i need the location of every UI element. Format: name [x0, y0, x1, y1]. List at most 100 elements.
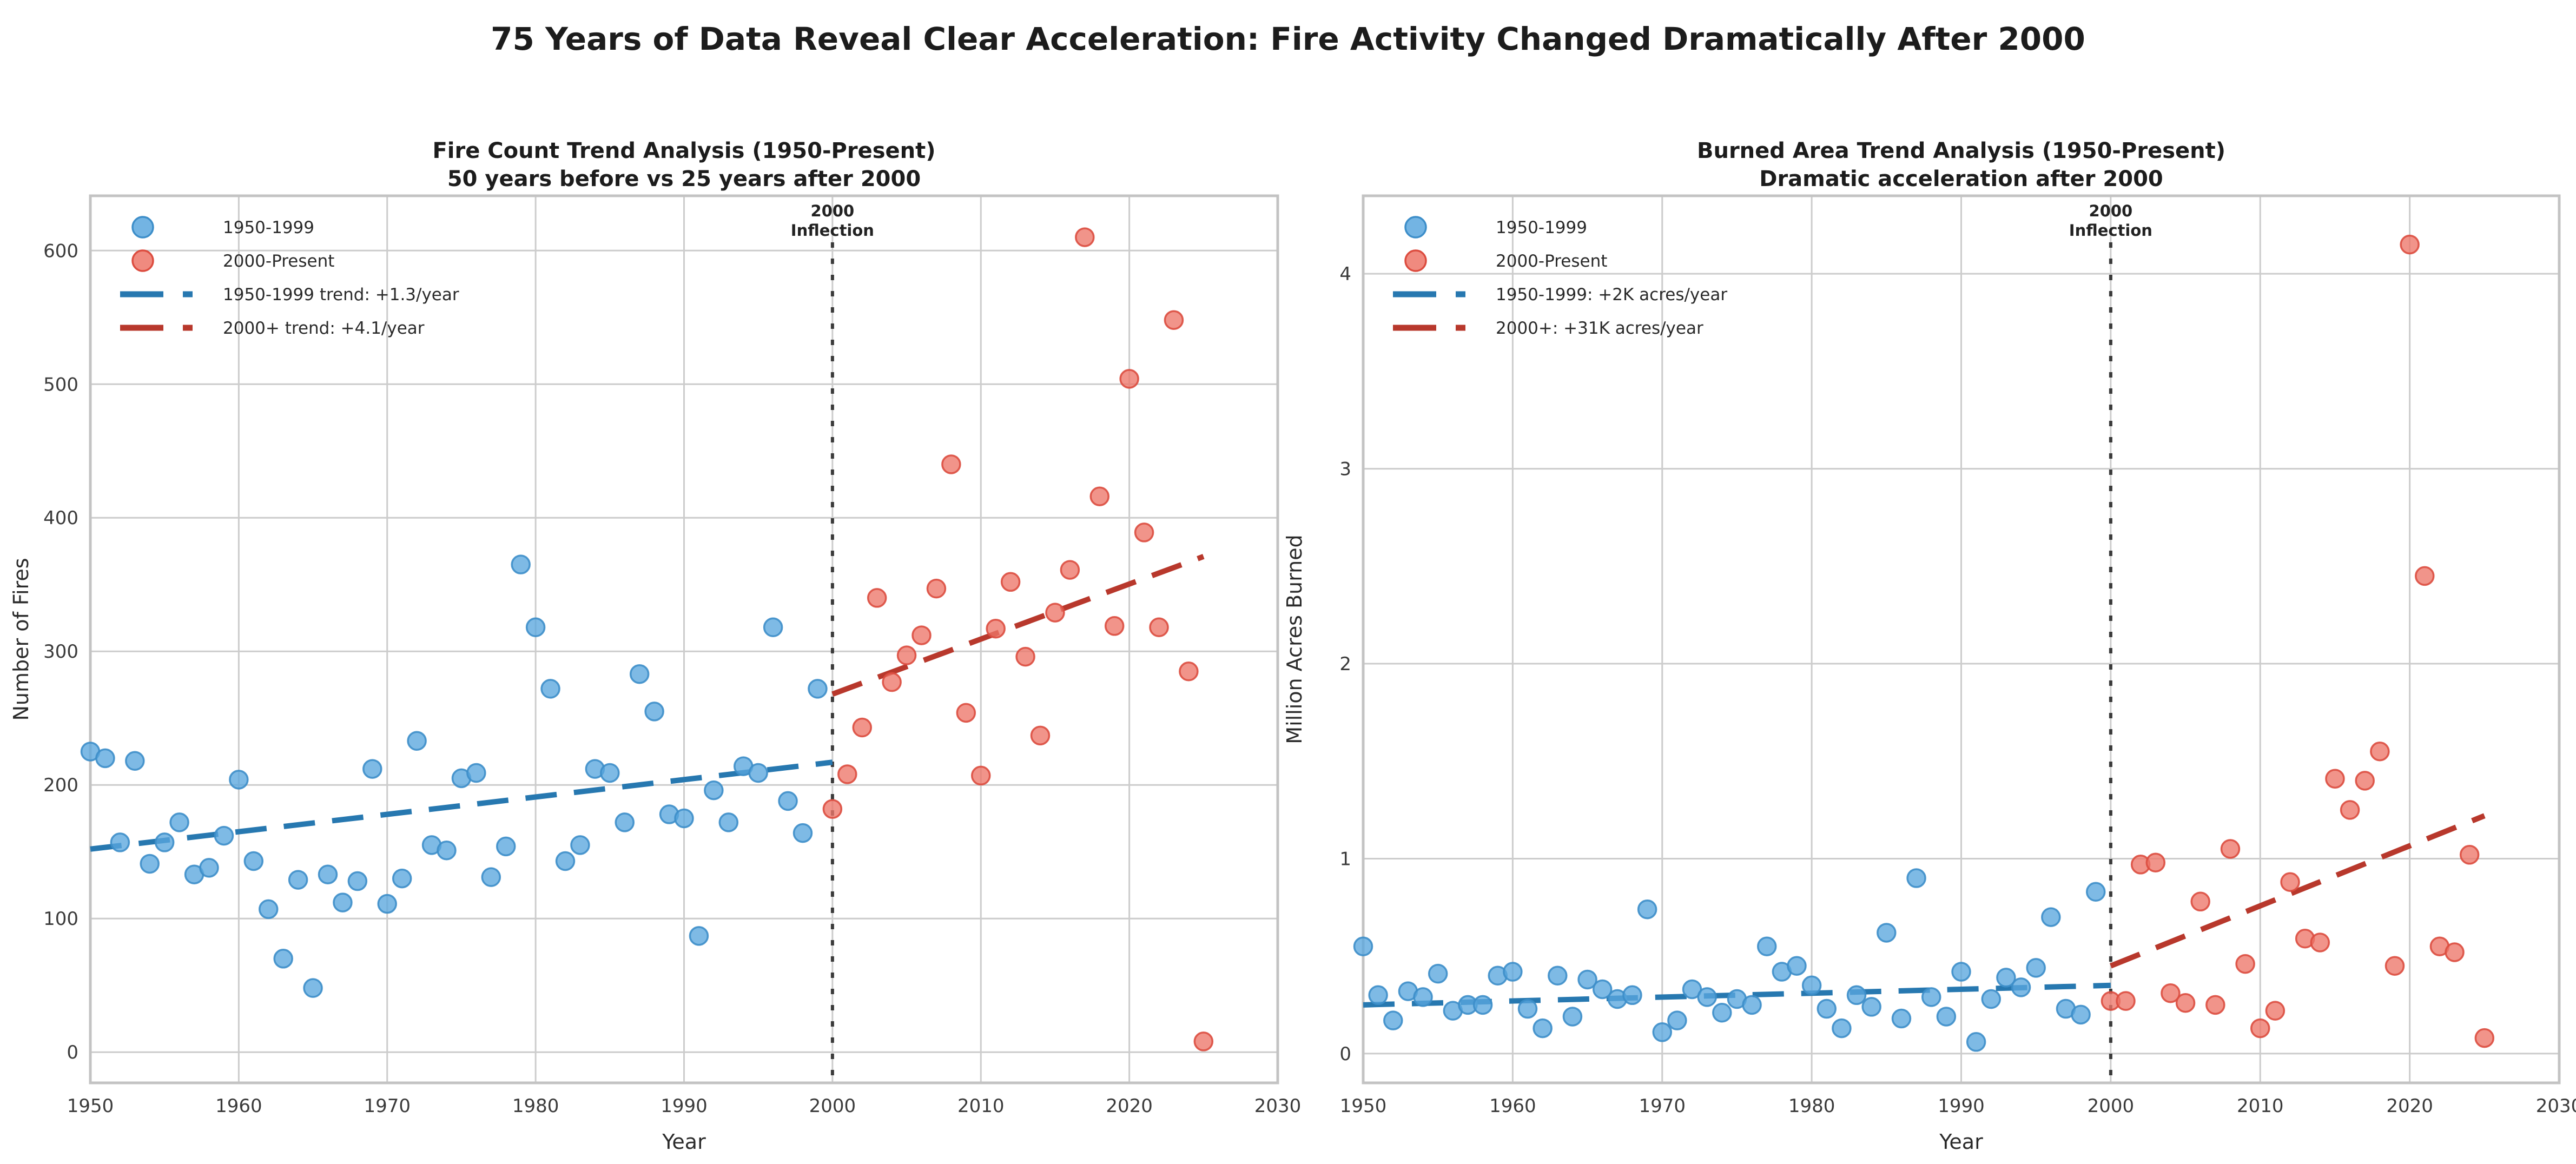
inflection-label-text: Inflection: [791, 221, 874, 240]
scatter-point-red: [2145, 852, 2166, 872]
scatter-point-blue: [644, 702, 664, 722]
scatter-point-red: [926, 578, 947, 599]
main-title: 75 Years of Data Reveal Clear Accelerati…: [491, 21, 2085, 57]
scatter-point-red: [1179, 662, 1199, 682]
subplot-title: Fire Count Trend Analysis (1950-Present): [432, 138, 935, 163]
scatter-point-red: [852, 717, 872, 738]
scatter-point-blue: [629, 664, 650, 684]
scatter-point-blue: [229, 770, 249, 790]
scatter-point-blue: [1742, 995, 1762, 1015]
scatter-point-red: [1134, 523, 1154, 543]
legend-label: 1950-1999: [1496, 218, 1587, 237]
x-tick-label: 2020: [1106, 1095, 1153, 1117]
scatter-point-red: [1030, 725, 1051, 746]
y-axis-label: Million Acres Burned: [1283, 534, 1306, 744]
scatter-point-red: [2355, 771, 2375, 791]
scatter-point-blue: [243, 851, 264, 871]
scatter-point-red: [2175, 993, 2196, 1013]
x-tick-label: 2010: [2237, 1095, 2284, 1117]
scatter-point-blue: [570, 835, 590, 855]
scatter-point-blue: [1832, 1018, 1852, 1039]
scatter-point-red: [1119, 369, 1139, 389]
trend-line-blue: [90, 759, 833, 852]
scatter-point-red: [911, 625, 932, 645]
scatter-point-blue: [1801, 975, 1822, 996]
scatter-point-blue: [2085, 882, 2106, 902]
scatter-point-blue: [1712, 1002, 1732, 1023]
scatter-point-blue: [1966, 1032, 1986, 1052]
scatter-point-red: [896, 645, 917, 665]
scatter-point-blue: [333, 892, 353, 912]
scatter-point-blue: [718, 812, 739, 832]
y-tick-label: 4: [1339, 263, 1351, 285]
scatter-point-blue: [1383, 1010, 1403, 1030]
scatter-point-red: [2190, 891, 2210, 912]
x-axis-label: Year: [662, 1130, 706, 1154]
scatter-point-blue: [1921, 987, 1941, 1007]
scatter-point-red: [2310, 932, 2330, 953]
y-axis-label: Number of Fires: [9, 558, 33, 720]
scatter-point-blue: [1817, 998, 1837, 1019]
trend-line-red: [2110, 813, 2486, 969]
scatter-point-red: [2280, 872, 2300, 892]
inflection-label-year: 2000: [2089, 202, 2133, 220]
scatter-point-red: [1045, 603, 1065, 623]
x-tick-label: 1980: [512, 1095, 559, 1117]
subplot-subtitle: 50 years before vs 25 years after 2000: [447, 167, 921, 191]
scatter-point-blue: [1996, 968, 2016, 988]
scatter-point-blue: [808, 679, 828, 699]
scatter-point-blue: [259, 899, 279, 920]
y-tick-label: 100: [43, 908, 78, 930]
scatter-point-blue: [689, 926, 709, 946]
scatter-point-red: [2340, 800, 2360, 820]
scatter-point-blue: [792, 823, 813, 843]
x-tick-label: 2030: [1254, 1095, 1302, 1117]
scatter-point-red: [941, 454, 961, 474]
legend-label: 1950-1999: [223, 218, 314, 237]
scatter-point-blue: [2041, 907, 2061, 927]
scatter-point-blue: [1936, 1007, 1957, 1027]
scatter-point-red: [971, 765, 991, 786]
scatter-point-blue: [1413, 987, 1433, 1007]
scatter-point-red: [1060, 560, 1080, 580]
subplot-subtitle: Dramatic acceleration after 2000: [1759, 167, 2163, 191]
scatter-point-red: [882, 672, 902, 692]
x-tick-label: 2010: [957, 1095, 1005, 1117]
axes-spine: [89, 194, 1279, 1084]
scatter-point-blue: [214, 825, 234, 846]
scatter-point-blue: [1548, 965, 1568, 986]
scatter-point-blue: [362, 759, 382, 779]
y-tick-label: 0: [1339, 1043, 1351, 1065]
scatter-point-red: [2235, 954, 2255, 974]
scatter-point-blue: [273, 949, 293, 969]
x-tick-label: 2000: [809, 1095, 856, 1117]
scatter-point-blue: [2026, 958, 2046, 978]
scatter-point-blue: [140, 854, 160, 874]
scatter-point-blue: [778, 791, 798, 811]
scatter-point-red: [2459, 845, 2480, 865]
scatter-point-blue: [1891, 1008, 1912, 1029]
scatter-point-red: [2445, 942, 2465, 962]
scatter-point-blue: [1577, 969, 1597, 990]
scatter-point-blue: [600, 763, 620, 783]
x-tick-label: 1970: [1639, 1095, 1686, 1117]
scatter-point-blue: [1503, 962, 1523, 982]
scatter-point-blue: [615, 812, 635, 832]
scatter-point-red: [1015, 646, 1035, 667]
scatter-point-blue: [763, 617, 783, 638]
scatter-point-blue: [377, 894, 397, 914]
legend-marker-blue-icon: [1404, 216, 1427, 239]
scatter-point-red: [956, 703, 976, 723]
scatter-point-red: [1193, 1031, 1214, 1051]
x-tick-label: 2000: [2088, 1095, 2135, 1117]
scatter-point-red: [867, 588, 887, 608]
y-tick-label: 2: [1339, 653, 1351, 675]
y-tick-label: 300: [43, 641, 78, 663]
scatter-point-blue: [1622, 985, 1642, 1006]
scatter-point-blue: [511, 554, 531, 574]
scatter-point-blue: [407, 731, 427, 751]
scatter-point-red: [1089, 486, 1109, 506]
scatter-point-red: [2250, 1018, 2270, 1039]
